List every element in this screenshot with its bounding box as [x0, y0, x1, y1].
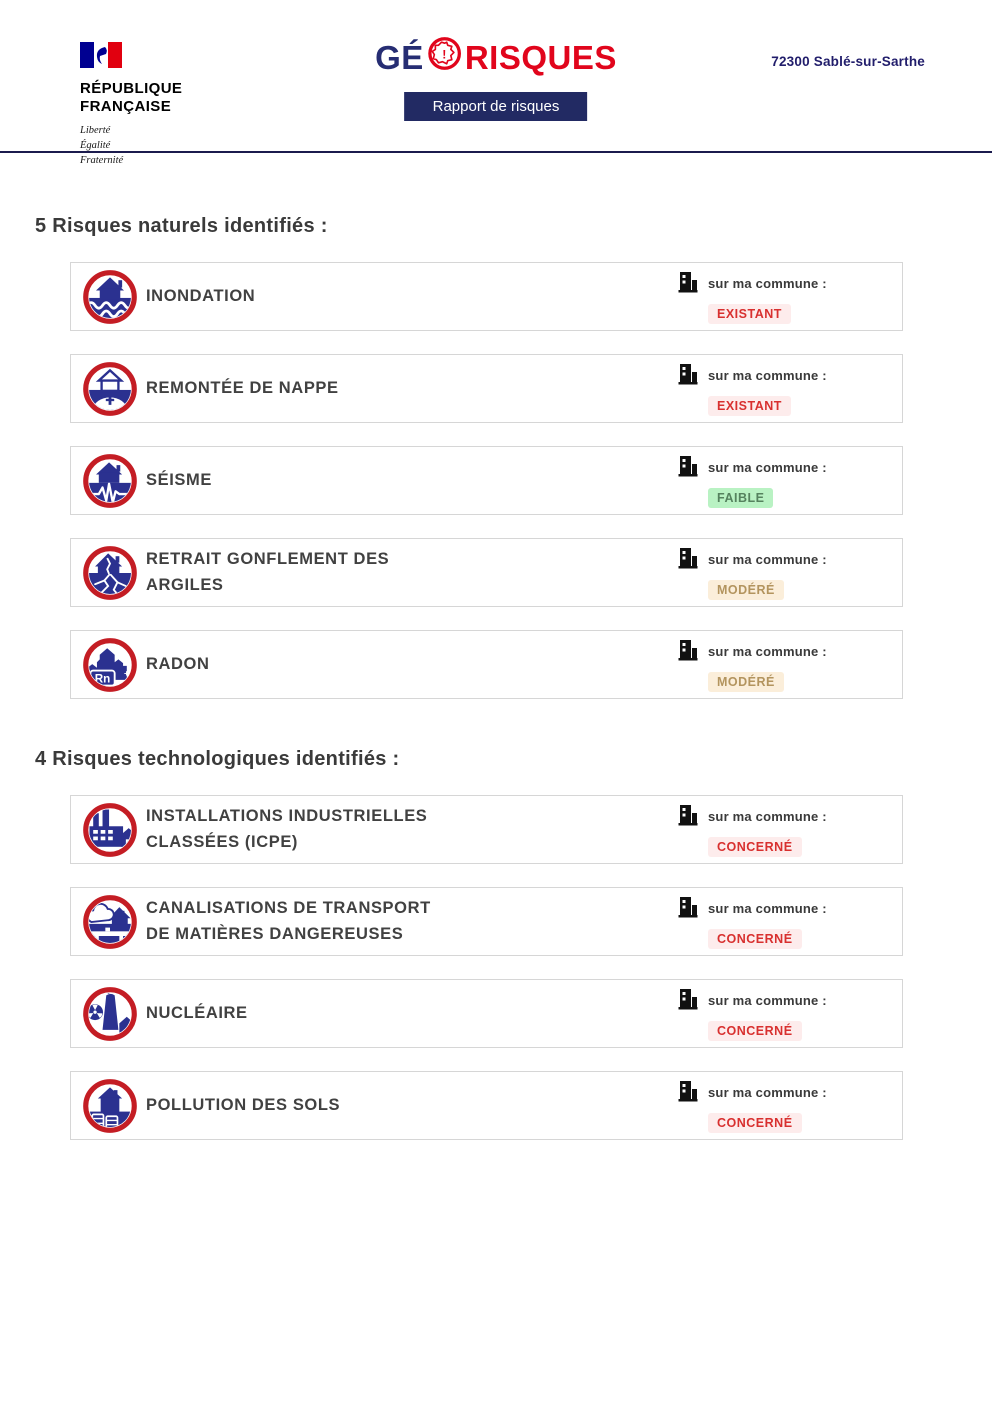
- commune-label: sur ma commune :: [708, 809, 827, 824]
- commune-status: sur ma commune : EXISTANT: [677, 270, 827, 324]
- motto-liberte: Liberté: [80, 125, 111, 136]
- section-title-risques-naturels: 5 Risques naturels identifiés :: [35, 215, 328, 237]
- commune-label: sur ma commune :: [708, 552, 827, 567]
- clay-shrink-swell-icon: [82, 545, 138, 601]
- svg-text:+: +: [92, 652, 97, 661]
- svg-text:+: +: [118, 646, 123, 656]
- status-badge: CONCERNÉ: [708, 1020, 802, 1041]
- natural-risks-list: INONDATION sur ma commune : EXISTANT: [70, 262, 903, 699]
- pipeline-icon: [82, 894, 138, 950]
- republique-line1: RÉPUBLIQUE: [80, 80, 183, 97]
- radon-icon: + + + Rn: [82, 637, 138, 693]
- soil-pollution-icon: [82, 1078, 138, 1134]
- france-alert-icon: !: [426, 36, 463, 79]
- georisques-logo-block: GÉ ! RISQUES Rapport de risques: [375, 36, 617, 121]
- commune-status: sur ma commune : CONCERNÉ: [677, 803, 827, 857]
- svg-text:+: +: [124, 668, 129, 678]
- commune-title: 72300 Sablé-sur-Sarthe: [771, 54, 925, 69]
- building-icon: [677, 987, 699, 1015]
- commune-label: sur ma commune :: [708, 901, 827, 916]
- status-badge: FAIBLE: [708, 487, 774, 508]
- section-title-risques-technologiques: 4 Risques technologiques identifiés :: [35, 748, 400, 770]
- commune-label: sur ma commune :: [708, 1085, 827, 1100]
- building-icon: [677, 803, 699, 831]
- risk-label: CANALISATIONS DE TRANSPORT DE MATIÈRES D…: [146, 898, 431, 943]
- risk-card-remontee-de-nappe: REMONTÉE DE NAPPE sur ma commune : EXIST…: [70, 354, 903, 423]
- flood-icon: [82, 269, 138, 325]
- status-badge: CONCERNÉ: [708, 928, 802, 949]
- risk-card-nucleaire: NUCLÉAIRE sur ma commune : CONCERNÉ: [70, 979, 903, 1048]
- republique-name: RÉPUBLIQUE FRANÇAISE: [80, 80, 182, 116]
- building-icon: [677, 638, 699, 666]
- svg-text:Rn: Rn: [95, 672, 111, 685]
- risk-card-seisme: SÉISME sur ma commune : FAIBLE: [70, 446, 903, 515]
- status-badge: EXISTANT: [708, 303, 791, 324]
- building-icon: [677, 454, 699, 482]
- motto-egalite: Égalité: [80, 140, 111, 152]
- technological-risks-list: INSTALLATIONS INDUSTRIELLES CLASSÉES (IC…: [70, 795, 903, 1140]
- commune-status: sur ma commune : FAIBLE: [677, 454, 827, 508]
- risk-card-retrait-gonflement-argiles: RETRAIT GONFLEMENT DES ARGILES sur ma co…: [70, 538, 903, 607]
- risk-label: NUCLÉAIRE: [146, 1003, 248, 1022]
- commune-label: sur ma commune :: [708, 644, 827, 659]
- report-body: 5 Risques naturels identifiés :: [0, 153, 992, 1163]
- commune-label: sur ma commune :: [708, 460, 827, 475]
- status-badge: MODÉRÉ: [708, 671, 784, 692]
- commune-status: sur ma commune : CONCERNÉ: [677, 1079, 827, 1133]
- commune-label: sur ma commune :: [708, 368, 827, 383]
- status-badge: CONCERNÉ: [708, 836, 802, 857]
- commune-label: sur ma commune :: [708, 276, 827, 291]
- building-icon: [677, 270, 699, 298]
- industrial-facility-icon: [82, 802, 138, 858]
- commune-status: sur ma commune : CONCERNÉ: [677, 987, 827, 1041]
- republique-line2: FRANÇAISE: [80, 98, 172, 115]
- georisques-logo: GÉ ! RISQUES: [375, 36, 617, 79]
- commune-status: sur ma commune : MODÉRÉ: [677, 638, 827, 692]
- status-badge: EXISTANT: [708, 395, 791, 416]
- building-icon: [677, 546, 699, 574]
- building-icon: [677, 1079, 699, 1107]
- risk-label: SÉISME: [146, 470, 212, 489]
- motto-fraternite: Fraternité: [80, 155, 124, 167]
- nuclear-icon: [82, 986, 138, 1042]
- status-badge: MODÉRÉ: [708, 579, 784, 600]
- french-flag-icon: [80, 42, 122, 72]
- building-icon: [677, 895, 699, 923]
- risk-label: INONDATION: [146, 286, 256, 305]
- building-icon: [677, 362, 699, 390]
- svg-text:!: !: [442, 48, 447, 62]
- risk-card-icpe: INSTALLATIONS INDUSTRIELLES CLASSÉES (IC…: [70, 795, 903, 864]
- header-divider: [0, 151, 992, 153]
- georisques-logo-ge: GÉ: [375, 38, 424, 76]
- groundwater-rise-icon: [82, 361, 138, 417]
- georisques-logo-risques: RISQUES: [464, 38, 617, 76]
- risk-label: REMONTÉE DE NAPPE: [146, 378, 339, 397]
- commune-status: sur ma commune : MODÉRÉ: [677, 546, 827, 600]
- risk-label: INSTALLATIONS INDUSTRIELLES CLASSÉES (IC…: [146, 806, 428, 851]
- commune-label: sur ma commune :: [708, 993, 827, 1008]
- risk-card-pollution-des-sols: POLLUTION DES SOLS sur ma commune : CONC…: [70, 1071, 903, 1140]
- status-badge: CONCERNÉ: [708, 1112, 802, 1133]
- commune-status: sur ma commune : CONCERNÉ: [677, 895, 827, 949]
- risk-label: POLLUTION DES SOLS: [146, 1095, 341, 1114]
- republique-francaise-logo: RÉPUBLIQUE FRANÇAISE Liberté Égalité Fra…: [80, 42, 182, 169]
- risk-label: RADON: [146, 654, 210, 673]
- earthquake-icon: [82, 453, 138, 509]
- motto: Liberté Égalité Fraternité: [80, 123, 182, 169]
- risk-card-canalisations: CANALISATIONS DE TRANSPORT DE MATIÈRES D…: [70, 887, 903, 956]
- risk-card-inondation: INONDATION sur ma commune : EXISTANT: [70, 262, 903, 331]
- risk-label: RETRAIT GONFLEMENT DES ARGILES: [146, 549, 390, 594]
- risk-card-radon: + + + Rn RADON: [70, 630, 903, 699]
- commune-status: sur ma commune : EXISTANT: [677, 362, 827, 416]
- report-banner: Rapport de risques: [404, 92, 588, 121]
